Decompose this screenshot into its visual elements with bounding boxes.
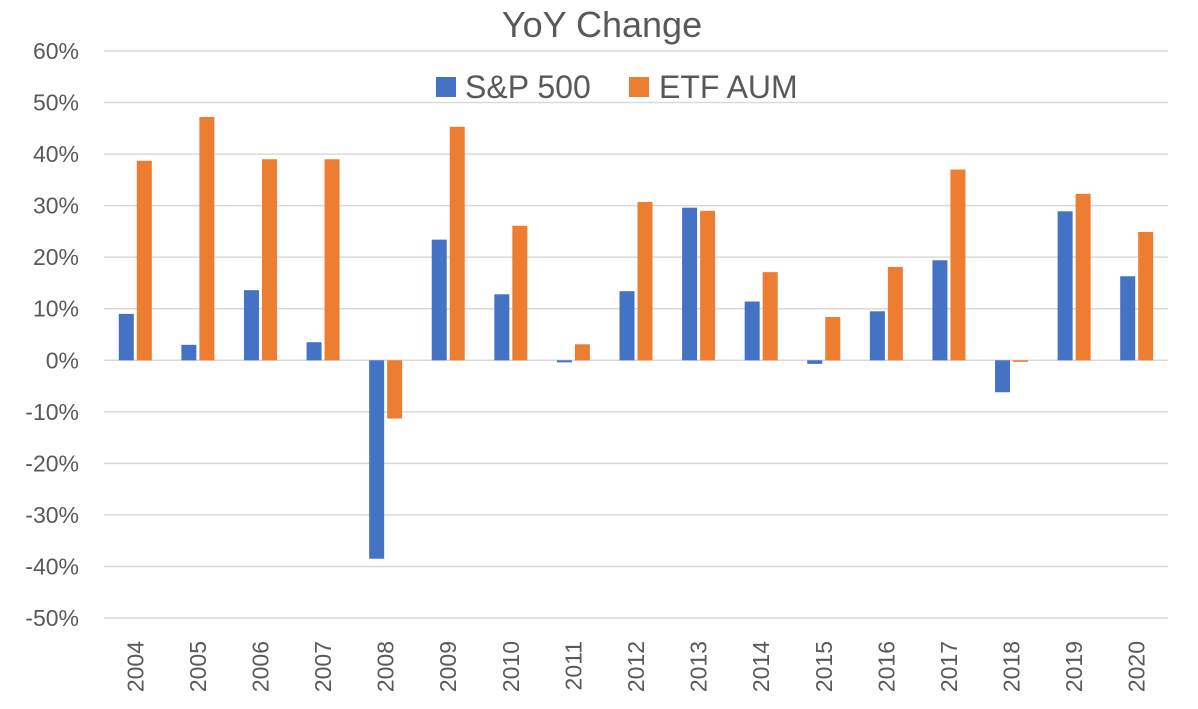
y-tick-label: 60% xyxy=(33,38,79,64)
y-axis-ticks: 60% 50% 40% 30% 20% 10% 0% -10% -20% -30% -40% -50% xyxy=(25,38,79,631)
legend-label-etf-aum: ETF AUM xyxy=(659,69,798,105)
x-tick-label: 2010 xyxy=(498,641,524,692)
bar-sp500-2015 xyxy=(807,360,823,364)
x-tick-label: 2009 xyxy=(435,641,461,692)
bar-etf-aum-2011 xyxy=(574,344,590,361)
bar-etf-aum-2014 xyxy=(762,272,778,361)
x-tick-label: 2017 xyxy=(936,641,962,692)
bar-sp500-2007 xyxy=(306,342,322,361)
bar-sp500-2012 xyxy=(619,291,635,361)
bar-etf-aum-2013 xyxy=(700,210,716,361)
bars xyxy=(118,116,1154,559)
bar-sp500-2010 xyxy=(494,294,510,361)
x-tick-label: 2015 xyxy=(811,641,837,692)
y-tick-label: 30% xyxy=(33,193,79,219)
y-tick-label: 40% xyxy=(33,141,79,167)
y-tick-label: -30% xyxy=(25,502,79,528)
bar-etf-aum-2012 xyxy=(637,202,653,361)
bar-sp500-2011 xyxy=(556,360,572,363)
y-tick-label: 10% xyxy=(33,296,79,322)
x-tick-label: 2019 xyxy=(1061,641,1087,692)
legend-swatch-sp500 xyxy=(436,77,456,97)
x-tick-label: 2005 xyxy=(185,641,211,692)
x-tick-label: 2012 xyxy=(623,641,649,692)
bar-sp500-2016 xyxy=(869,311,885,361)
y-tick-label: -40% xyxy=(25,553,79,579)
x-tick-label: 2007 xyxy=(310,641,336,692)
x-tick-label: 2008 xyxy=(373,641,399,692)
bar-etf-aum-2018 xyxy=(1013,360,1029,362)
y-tick-label: 50% xyxy=(33,90,79,116)
bar-etf-aum-2004 xyxy=(136,160,152,361)
x-tick-label: 2016 xyxy=(873,641,899,692)
bar-sp500-2014 xyxy=(744,301,760,361)
bar-sp500-2004 xyxy=(118,313,134,361)
legend: S&P 500 ETF AUM xyxy=(436,69,798,105)
bar-etf-aum-2017 xyxy=(950,169,966,361)
bar-sp500-2006 xyxy=(243,290,259,361)
bar-sp500-2009 xyxy=(431,239,447,361)
x-tick-label: 2013 xyxy=(686,641,712,692)
y-tick-label: 0% xyxy=(46,347,79,373)
x-tick-label: 2006 xyxy=(247,641,273,692)
bar-etf-aum-2007 xyxy=(324,159,340,361)
x-tick-label: 2011 xyxy=(560,641,586,690)
chart-title: YoY Change xyxy=(502,4,702,45)
x-tick-label: 2004 xyxy=(122,641,148,692)
gridlines xyxy=(104,50,1168,619)
bar-etf-aum-2020 xyxy=(1138,231,1154,361)
y-tick-label: -20% xyxy=(25,450,79,476)
bar-sp500-2013 xyxy=(682,207,698,361)
legend-swatch-etf-aum xyxy=(629,77,649,97)
bar-sp500-2019 xyxy=(1057,211,1073,361)
y-tick-label: -10% xyxy=(25,399,79,425)
bar-sp500-2008 xyxy=(369,360,385,559)
bar-sp500-2017 xyxy=(932,260,948,361)
bar-etf-aum-2016 xyxy=(887,266,903,361)
bar-etf-aum-2006 xyxy=(261,159,277,361)
bar-sp500-2018 xyxy=(995,360,1011,393)
x-tick-label: 2020 xyxy=(1124,641,1150,692)
y-tick-label: 20% xyxy=(33,244,79,270)
y-tick-label: -50% xyxy=(25,605,79,631)
x-axis-ticks: 2004 2005 2006 2007 2008 2009 2010 2011 2012 2013… xyxy=(122,641,1149,692)
bar-etf-aum-2005 xyxy=(199,116,215,361)
x-tick-label: 2014 xyxy=(748,641,774,692)
x-tick-label: 2018 xyxy=(999,641,1025,692)
bar-etf-aum-2010 xyxy=(512,225,528,361)
bar-sp500-2005 xyxy=(181,344,197,361)
bar-etf-aum-2015 xyxy=(825,316,841,361)
legend-label-sp500: S&P 500 xyxy=(465,69,591,105)
bar-etf-aum-2008 xyxy=(387,360,403,419)
bar-sp500-2020 xyxy=(1120,276,1136,361)
bar-etf-aum-2009 xyxy=(449,126,465,361)
bar-etf-aum-2019 xyxy=(1075,193,1091,361)
